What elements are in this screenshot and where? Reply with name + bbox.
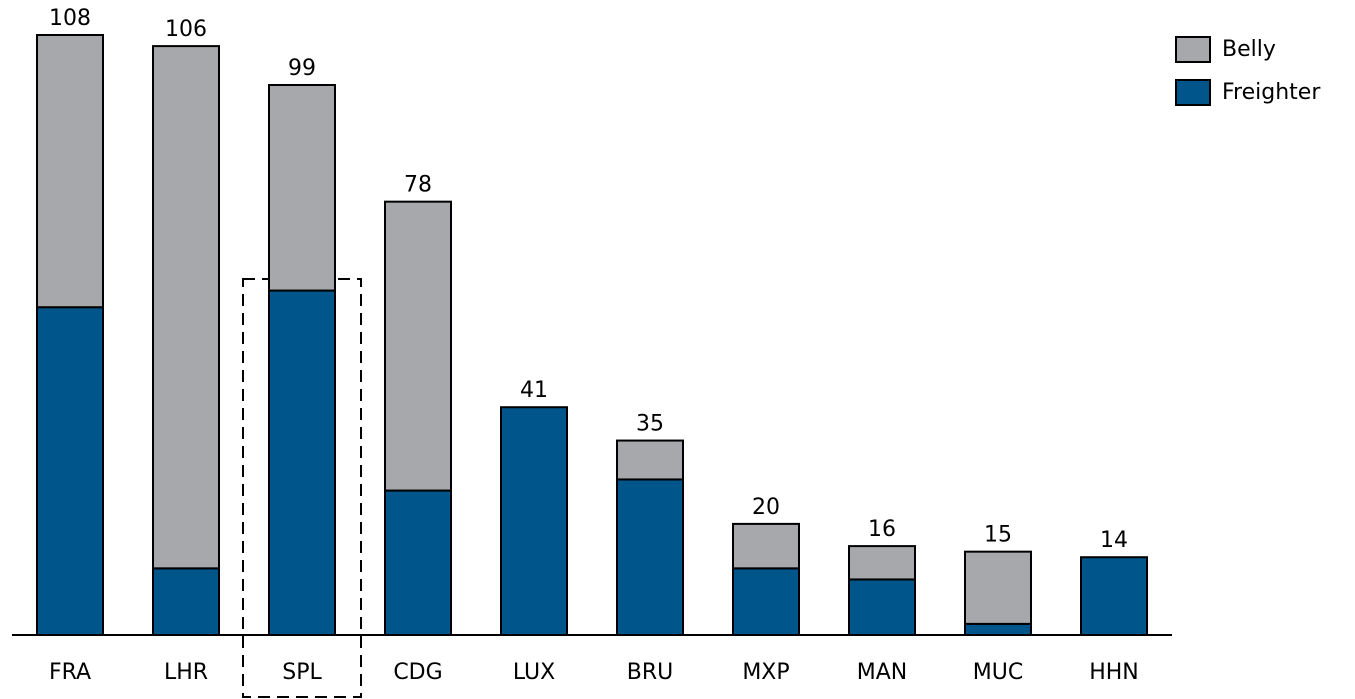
x-tick-label: MXP bbox=[742, 660, 789, 685]
legend-label: Freighter bbox=[1222, 80, 1321, 105]
total-label: 106 bbox=[165, 17, 207, 42]
total-label: 41 bbox=[520, 378, 548, 403]
total-label: 99 bbox=[288, 56, 316, 81]
x-tick-label: MAN bbox=[857, 660, 908, 685]
bar-segment bbox=[152, 567, 220, 636]
total-label: 20 bbox=[752, 495, 780, 520]
total-label: 108 bbox=[49, 6, 91, 31]
bar-segment bbox=[616, 478, 684, 637]
bar-segment bbox=[500, 406, 568, 636]
legend-swatch bbox=[1175, 36, 1211, 63]
x-tick-label: MUC bbox=[973, 660, 1023, 685]
bar-segment bbox=[732, 567, 800, 636]
total-label: 16 bbox=[868, 517, 896, 542]
bar-segment bbox=[848, 578, 916, 637]
bar-segment bbox=[36, 34, 104, 309]
x-tick-label: BRU bbox=[627, 660, 673, 685]
bar-segment bbox=[616, 439, 684, 481]
x-tick-label: LUX bbox=[513, 660, 555, 685]
x-tick-label: SPL bbox=[282, 660, 322, 685]
bar-segment bbox=[732, 522, 800, 570]
x-tick-label: LHR bbox=[164, 660, 208, 685]
bar-segment bbox=[36, 306, 104, 636]
bar-segment bbox=[964, 550, 1032, 625]
bar-segment bbox=[384, 200, 452, 492]
x-tick-label: HHN bbox=[1089, 660, 1139, 685]
total-label: 78 bbox=[404, 173, 432, 198]
bar-segment bbox=[964, 622, 1032, 637]
total-label: 35 bbox=[636, 412, 664, 437]
legend-label: Belly bbox=[1222, 37, 1276, 62]
bar-segment bbox=[384, 489, 452, 636]
total-label: 14 bbox=[1100, 528, 1128, 553]
total-label: 15 bbox=[984, 523, 1012, 548]
bar-segment bbox=[268, 289, 336, 636]
bar-segment bbox=[848, 545, 916, 581]
x-tick-label: CDG bbox=[393, 660, 442, 685]
bar-segment bbox=[1080, 556, 1148, 637]
x-tick-label: FRA bbox=[49, 660, 91, 685]
bar-segment bbox=[152, 45, 220, 570]
bar-segment bbox=[268, 84, 336, 292]
legend-swatch bbox=[1175, 79, 1211, 106]
